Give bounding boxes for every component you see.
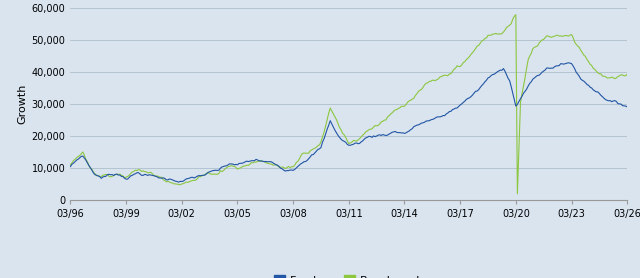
Legend: Fund, Benchmark: Fund, Benchmark — [269, 271, 428, 278]
Y-axis label: Growth: Growth — [17, 84, 28, 125]
